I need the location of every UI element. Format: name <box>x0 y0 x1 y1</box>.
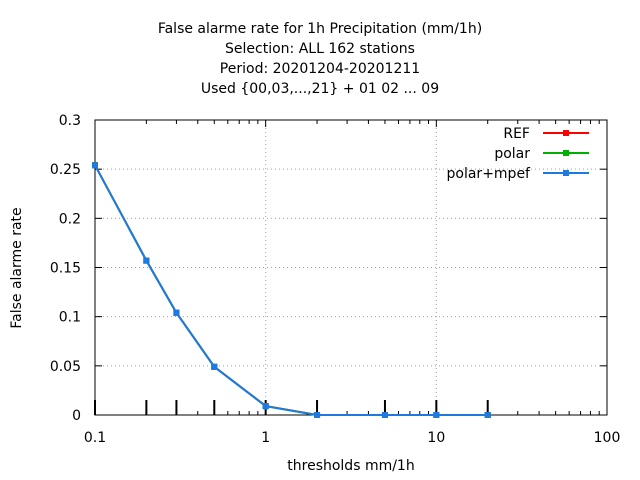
data-point <box>484 412 491 418</box>
x-tick-label: 1 <box>261 430 270 446</box>
legend-marker <box>563 130 569 136</box>
legend-marker <box>563 150 569 156</box>
y-tick-label: 0.2 <box>59 211 81 227</box>
y-axis-label: False alarme rate <box>9 207 25 328</box>
data-point <box>433 412 440 418</box>
legend-label: polar <box>494 146 530 162</box>
legend-label: polar+mpef <box>447 166 532 182</box>
chart-title-line-2: Selection: ALL 162 stations <box>225 41 415 57</box>
series-line-ref <box>94 164 488 416</box>
y-tick-label: 0 <box>72 408 81 424</box>
legend: REF polar polar+mpef <box>447 126 589 182</box>
series-layer <box>92 162 491 418</box>
data-point <box>314 412 321 418</box>
x-axis-label: thresholds mm/1h <box>287 458 414 474</box>
y-tick-label: 0.05 <box>50 359 81 375</box>
data-point <box>92 162 98 169</box>
grid <box>95 120 607 415</box>
y-tick-label: 0.15 <box>50 261 81 277</box>
series-line-polar <box>94 164 488 416</box>
data-point <box>173 309 180 316</box>
data-point <box>211 363 218 370</box>
y-tick-label: 0.25 <box>50 162 81 178</box>
data-point <box>381 412 388 418</box>
chart-title-line-1: False alarme rate for 1h Precipitation (… <box>157 21 483 37</box>
axis-ticks: 0 0.05 0.1 0.15 0.2 0.25 0.3 0.1 1 10 100 <box>50 113 621 446</box>
x-tick-label: 0.1 <box>84 430 106 446</box>
data-point <box>262 403 269 410</box>
x-tick-label: 100 <box>594 430 621 446</box>
chart-title-line-4: Used {00,03,...,21} + 01 02 ... 09 <box>200 81 440 97</box>
chart-title-line-3: Period: 20201204-20201211 <box>219 61 421 77</box>
x-tick-label: 10 <box>427 430 445 446</box>
data-point <box>143 257 150 264</box>
legend-marker <box>563 170 569 176</box>
series-line-polar-mpef <box>94 164 488 416</box>
y-tick-label: 0.3 <box>59 113 81 129</box>
y-tick-label: 0.1 <box>59 310 81 326</box>
legend-label: REF <box>503 126 530 142</box>
